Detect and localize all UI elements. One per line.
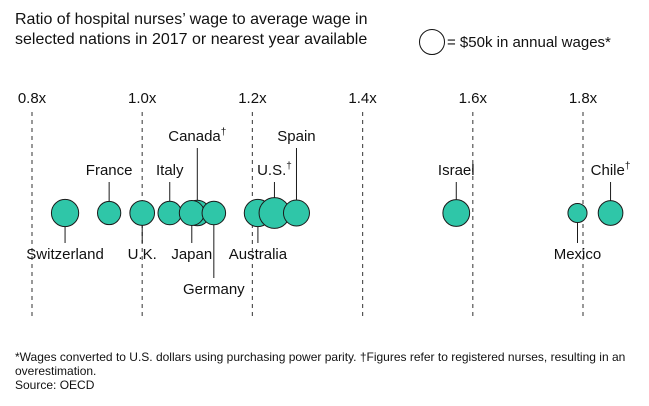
country-label: U.K. [128,246,157,263]
x-tick-label: 1.2x [238,90,267,107]
x-tick-label: 1.0x [128,90,157,107]
country-label: Chile† [591,161,631,179]
x-axis-tick-labels: 0.8x 1.0x 1.2x 1.4x 1.6x 1.8x [18,90,598,107]
country-label: Mexico [554,246,602,263]
data-bubble [178,200,205,226]
country-labels: Switzerland France U.K. Italy Canada† Japan Ge… [26,127,630,298]
x-tick-label: 1.4x [348,90,377,107]
chart-title: Ratio of hospital nurses’ wage to averag… [15,11,368,48]
country-label: U.S.† [257,161,292,179]
country-label: Italy [156,162,184,179]
legend-label: = $50k in annual wages* [447,33,611,51]
data-bubble [282,199,310,227]
data-bubble [97,200,122,226]
footnote: *Wages converted to U.S. dollars using p… [15,350,626,378]
data-bubble [567,202,588,224]
country-label: France [86,162,133,179]
x-tick-label: 1.6x [459,90,488,107]
data-bubble [597,200,624,226]
x-tick-label: 0.8x [18,90,47,107]
x-tick-label: 1.8x [569,90,598,107]
country-label: Canada† [168,127,226,145]
bubbles [50,197,624,229]
country-label: Germany [183,281,245,298]
leader-lines [64,148,612,278]
country-label: Switzerland [26,246,104,263]
legend-bubble-icon [419,29,445,55]
data-bubble [442,199,471,227]
country-label: Australia [229,246,288,263]
country-label: Israel [438,162,475,179]
source-note: Source: OECD [15,378,95,392]
data-bubble [201,200,227,226]
bubble-plot: 0.8x 1.0x 1.2x 1.4x 1.6x 1.8x Switzerland Fran… [18,90,630,320]
data-bubble [157,200,183,226]
size-legend: = $50k in annual wages* [419,27,611,57]
data-bubble [129,200,156,226]
country-label: Japan [171,246,212,263]
country-label: Spain [277,128,315,145]
data-bubble [50,198,80,228]
